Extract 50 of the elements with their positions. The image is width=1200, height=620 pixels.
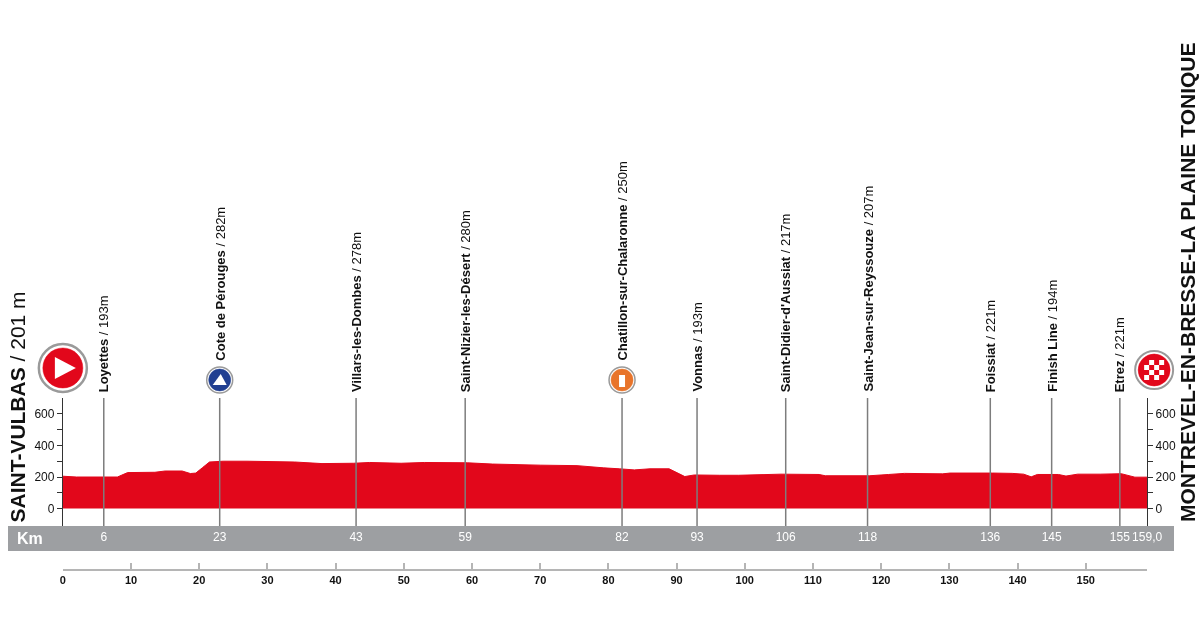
- x2-axis-title: Km: [17, 530, 43, 547]
- x-tick-label: 30: [261, 574, 274, 587]
- y-tick-label: 0: [47, 501, 55, 516]
- ref-line-label: Loyettes / 193m: [96, 295, 112, 393]
- x2-tick-label: 59: [458, 530, 473, 545]
- x-tick-label: 120: [872, 574, 891, 587]
- x-tick-label: 0: [59, 574, 66, 587]
- x-tick-label: 130: [940, 574, 959, 587]
- y2-tick-label: 400: [1155, 438, 1176, 453]
- y-tick-label: 400: [34, 438, 55, 453]
- x-tick-label: 80: [602, 574, 615, 587]
- x-tick-label: 20: [193, 574, 206, 587]
- ref-line-label: Cote de Pérouges / 282m: [212, 206, 228, 361]
- x2-tick-label: 145: [1041, 530, 1062, 545]
- ref-line-label: Saint-Nizier-les-Désert / 280m: [458, 210, 474, 393]
- y-tick-label: 200: [34, 470, 55, 485]
- y2-tick-label: 200: [1155, 470, 1176, 485]
- x-tick-label: 50: [397, 574, 410, 587]
- ref-line-label: Etrez / 221m: [1112, 317, 1128, 393]
- y2-tick-label: 600: [1155, 407, 1176, 421]
- x2-tick-label: 43: [349, 530, 364, 545]
- y2-axis-title: MONTREVEL-EN-BRESSE-LA PLAINE TONIQUE: [1176, 42, 1200, 523]
- ref-line-label: Saint-Jean-sur-Reyssouze / 207m: [860, 185, 876, 392]
- y-axis-title: SAINT-VULBAS / 201 m: [6, 291, 30, 523]
- x2-tick-label: 82: [615, 530, 630, 545]
- ref-line-label: Chatillon-sur-Chalaronne / 250m: [614, 161, 630, 361]
- x-tick-label: 100: [735, 574, 754, 587]
- x-tick-label: 140: [1008, 574, 1027, 587]
- x2-tick-label: 155: [1109, 530, 1131, 545]
- x-tick-label: 40: [329, 574, 342, 587]
- ref-line-label: Vonnas / 193m: [689, 302, 705, 392]
- x2-tick-label: 106: [775, 530, 797, 545]
- ref-line-label: Villars-les-Dombes / 278m: [349, 231, 365, 393]
- x-tick-label: 60: [465, 574, 479, 587]
- x-tick-label: 110: [804, 574, 822, 587]
- x-tick-label: 150: [1076, 574, 1095, 587]
- x2-tick-label: 23: [213, 530, 227, 545]
- ref-line-label: Saint-Didier-d'Aussiat / 217m: [778, 213, 794, 393]
- y2-tick-label: 0: [1155, 501, 1163, 516]
- x2-tick-label: 93: [690, 530, 705, 545]
- x-tick-label: 90: [670, 574, 683, 587]
- x2-tick-label: 6: [100, 530, 108, 545]
- x-tick-label: 10: [124, 574, 138, 587]
- x-tick-label: 70: [534, 574, 547, 587]
- ref-line-label: Finish Line / 194m: [1044, 279, 1060, 392]
- x2-tick-label: 159,0: [1132, 530, 1163, 545]
- ref-line-label: Foissiat / 221m: [983, 299, 999, 393]
- x2-tick-label: 136: [980, 530, 1001, 545]
- y-tick-label: 600: [34, 407, 55, 421]
- x2-tick-label: 118: [857, 530, 878, 545]
